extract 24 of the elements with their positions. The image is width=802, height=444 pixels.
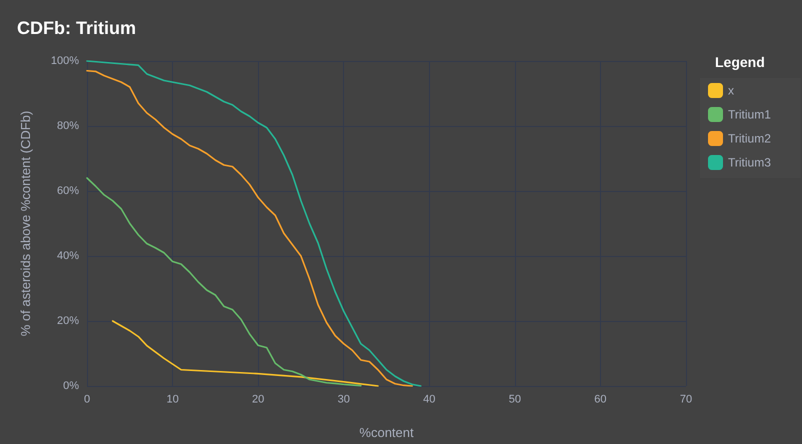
x-tick-label: 70	[680, 394, 692, 406]
legend-label: Tritium3	[728, 156, 772, 170]
x-tick-label: 50	[508, 394, 521, 406]
legend-label: Tritium1	[728, 108, 772, 122]
legend-label: Tritium2	[728, 132, 772, 146]
x-tick-label: 20	[252, 394, 264, 406]
y-tick-label: 60%	[56, 185, 80, 197]
chart-title: CDFb: Tritium	[17, 18, 136, 38]
x-tick-label: 10	[166, 394, 179, 406]
x-tick-label: 0	[84, 394, 90, 406]
line-series	[86, 177, 362, 386]
y-tick-label: 0%	[63, 380, 80, 392]
y-axis-title: % of asteroids above %content (CDFb)	[18, 110, 33, 336]
legend-label: x	[728, 84, 734, 98]
x-axis-title: %content	[359, 425, 414, 440]
x-tick-label: 30	[338, 394, 350, 406]
x-tick-label: 40	[423, 394, 436, 406]
legend-title: Legend	[715, 54, 765, 70]
line-series	[112, 320, 379, 387]
x-tick-label: 60	[594, 394, 607, 406]
y-tick-label: 100%	[50, 55, 80, 67]
y-tick-label: 40%	[56, 250, 80, 262]
y-tick-label: 20%	[56, 315, 80, 327]
y-tick-label: 80%	[56, 120, 80, 132]
